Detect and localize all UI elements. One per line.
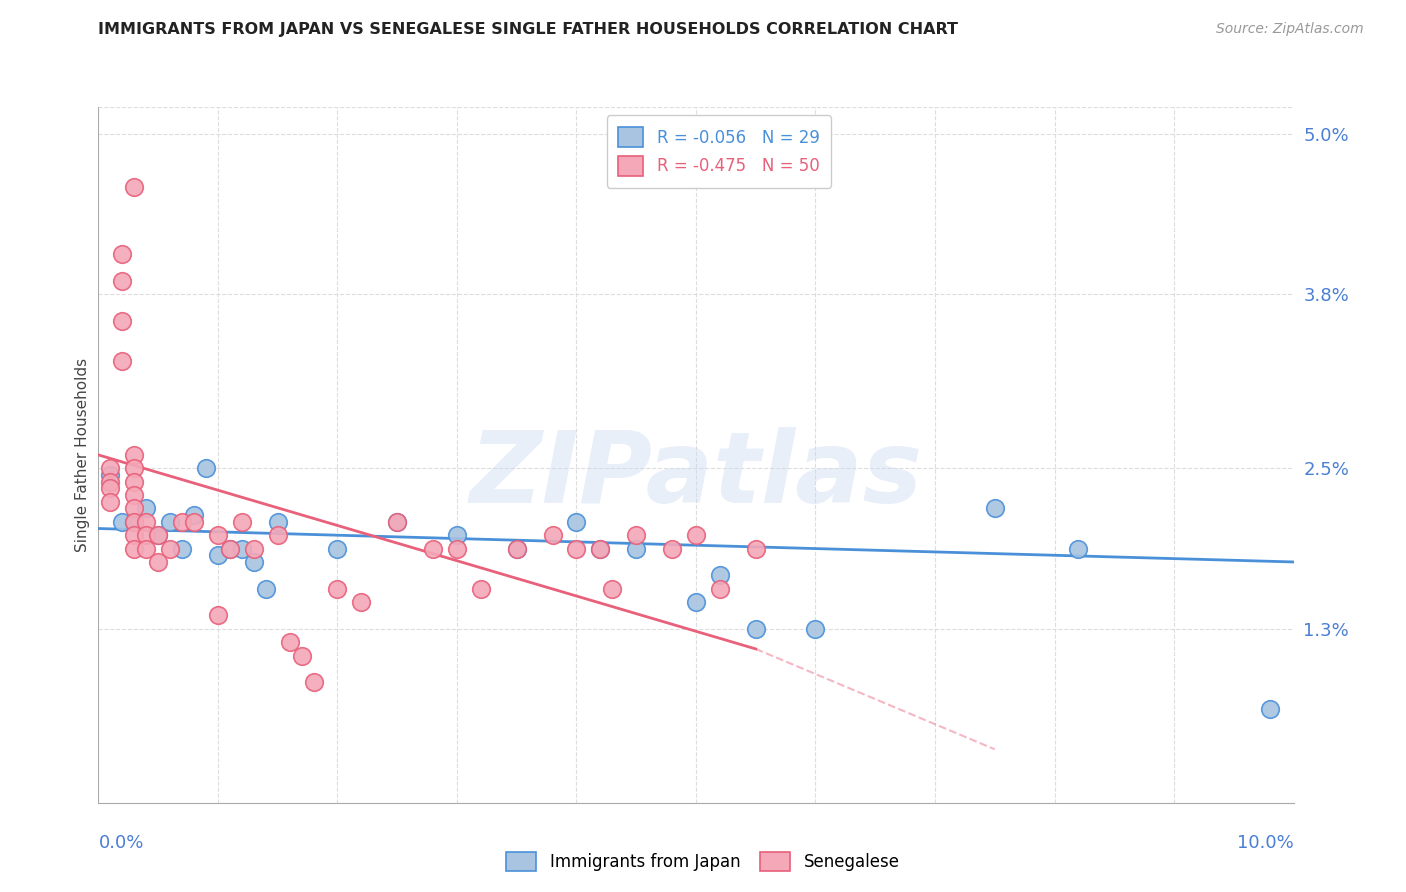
Point (602, 582, 624, 596)
Point (470, 582, 492, 596)
Point (661, 541, 683, 556)
Point (111, 247, 134, 261)
Point (231, 515, 253, 529)
Point (243, 555, 266, 569)
Y-axis label: Single Father Households: Single Father Households (75, 358, 90, 552)
Point (207, 528, 229, 542)
Point (291, 648, 314, 663)
Point (385, 515, 409, 529)
Point (100, 482, 122, 496)
Point (589, 541, 612, 556)
Point (1258, 702, 1281, 716)
Point (124, 515, 146, 529)
Text: 10.0%: 10.0% (1237, 834, 1294, 852)
Point (685, 528, 707, 542)
Point (385, 515, 409, 529)
Point (124, 515, 146, 529)
Point (1067, 541, 1090, 556)
Point (231, 541, 253, 556)
Point (159, 541, 181, 556)
Point (350, 595, 373, 609)
Point (626, 528, 648, 542)
Point (326, 582, 349, 596)
Point (745, 541, 768, 556)
Point (254, 582, 277, 596)
Text: Source: ZipAtlas.com: Source: ZipAtlas.com (1216, 22, 1364, 37)
Legend: R = -0.056   N = 29, R = -0.475   N = 50: R = -0.056 N = 29, R = -0.475 N = 50 (606, 115, 831, 187)
Point (159, 515, 181, 529)
Point (135, 501, 157, 516)
Point (148, 528, 170, 542)
Point (195, 461, 218, 475)
Point (183, 515, 205, 529)
Point (219, 541, 242, 556)
Point (100, 475, 122, 489)
Point (124, 180, 146, 194)
Point (135, 515, 157, 529)
Point (124, 448, 146, 462)
Point (506, 541, 529, 556)
Point (709, 582, 731, 596)
Point (219, 541, 242, 556)
Point (267, 528, 290, 542)
Point (111, 314, 134, 328)
Point (207, 608, 229, 623)
Point (124, 488, 146, 502)
Point (589, 541, 612, 556)
Legend: Immigrants from Japan, Senegalese: Immigrants from Japan, Senegalese (498, 843, 908, 880)
Point (626, 541, 648, 556)
Point (124, 501, 146, 516)
Point (100, 494, 122, 508)
Point (111, 354, 134, 368)
Point (124, 541, 146, 556)
Point (804, 622, 827, 636)
Point (326, 541, 349, 556)
Point (243, 541, 266, 556)
Point (100, 461, 122, 475)
Text: IMMIGRANTS FROM JAPAN VS SENEGALESE SINGLE FATHER HOUSEHOLDS CORRELATION CHART: IMMIGRANTS FROM JAPAN VS SENEGALESE SING… (98, 22, 959, 37)
Point (709, 568, 731, 582)
Point (135, 528, 157, 542)
Point (422, 541, 444, 556)
Point (172, 515, 194, 529)
Point (124, 528, 146, 542)
Point (302, 675, 325, 690)
Point (565, 541, 588, 556)
Point (565, 515, 588, 529)
Point (267, 515, 290, 529)
Point (148, 528, 170, 542)
Point (506, 541, 529, 556)
Point (124, 461, 146, 475)
Text: 0.0%: 0.0% (98, 834, 143, 852)
Point (111, 515, 134, 529)
Point (446, 528, 468, 542)
Point (207, 548, 229, 563)
Point (541, 528, 564, 542)
Text: ZIPatlas: ZIPatlas (470, 427, 922, 524)
Point (278, 635, 301, 649)
Point (745, 622, 768, 636)
Point (183, 508, 205, 523)
Point (124, 475, 146, 489)
Point (148, 555, 170, 569)
Point (685, 595, 707, 609)
Point (100, 467, 122, 482)
Point (111, 274, 134, 288)
Point (446, 541, 468, 556)
Point (135, 541, 157, 556)
Point (172, 541, 194, 556)
Point (984, 501, 1007, 516)
